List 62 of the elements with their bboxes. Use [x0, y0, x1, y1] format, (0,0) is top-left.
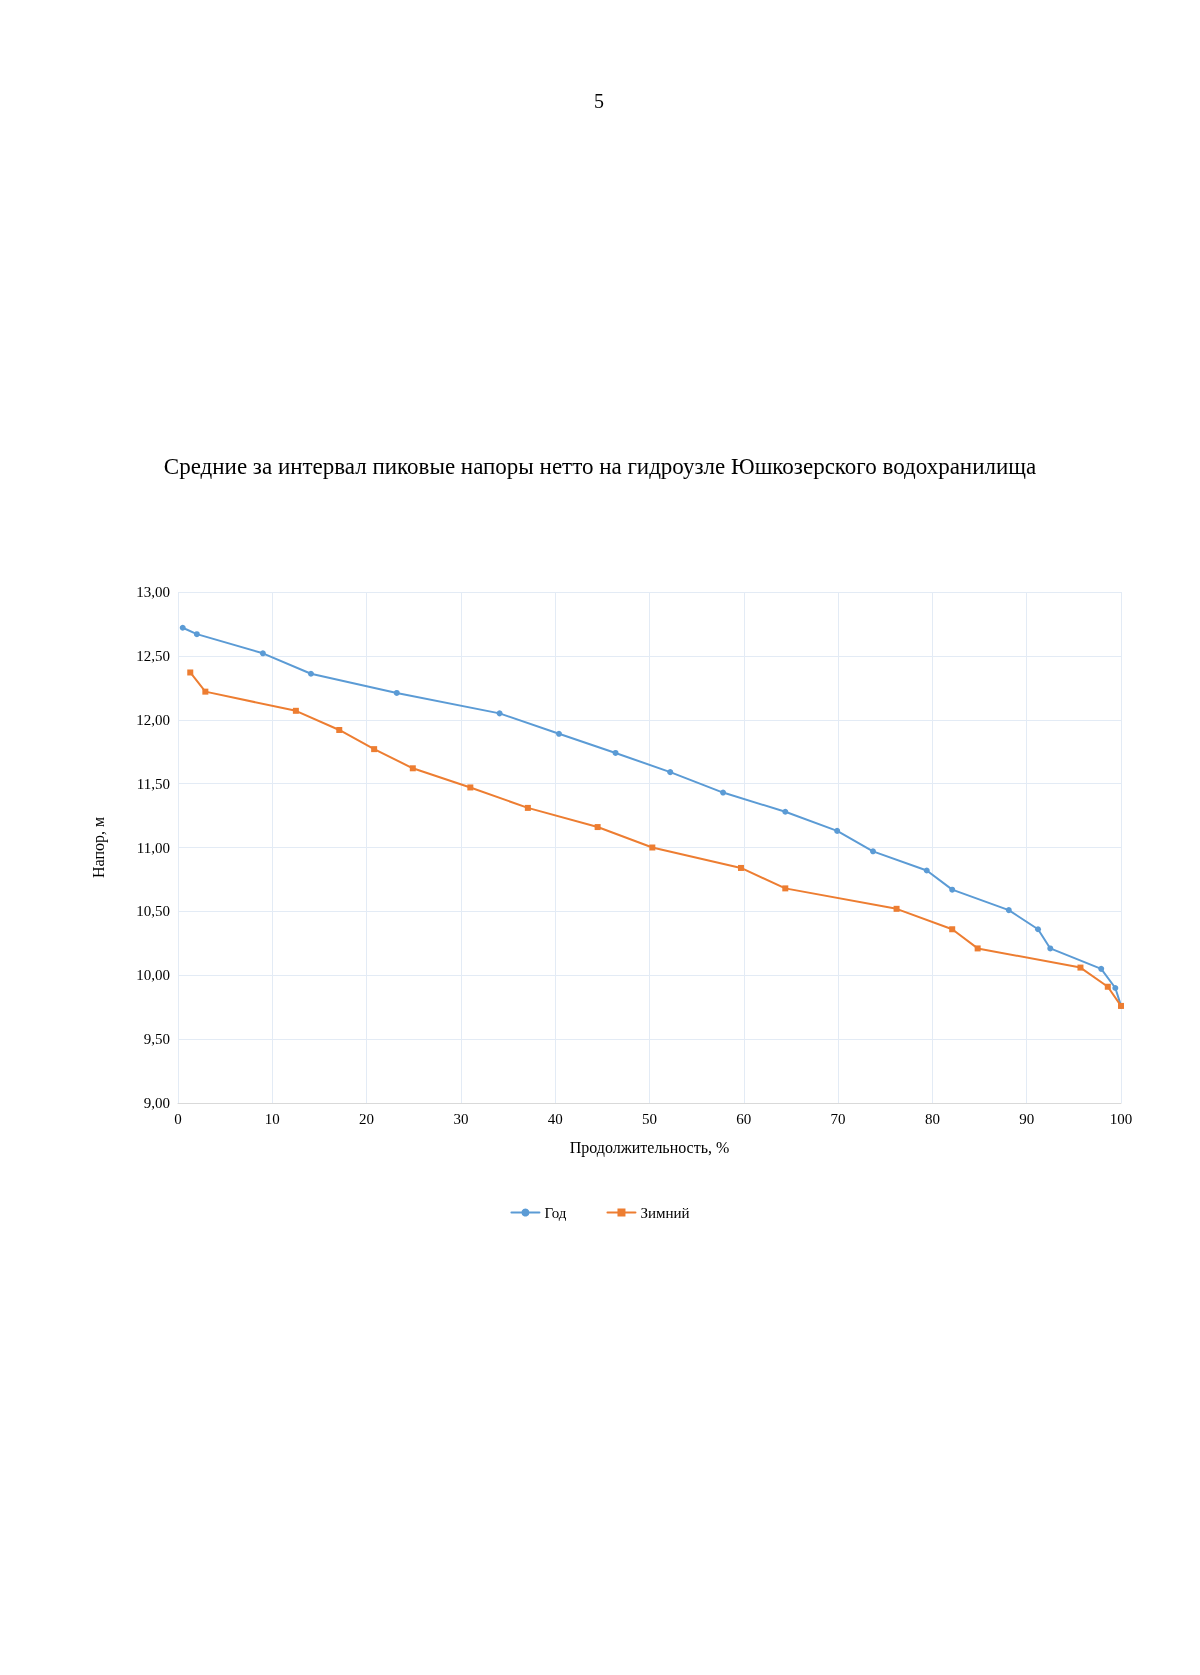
point — [555, 730, 562, 737]
point — [336, 726, 343, 733]
y-tick-label: 12,50 — [136, 647, 170, 664]
x-tick-label: 100 — [1109, 1110, 1133, 1127]
point — [737, 864, 744, 871]
point — [307, 670, 314, 677]
legend-label: Зимний — [640, 1204, 690, 1221]
point — [974, 945, 981, 952]
point — [292, 707, 299, 714]
point — [893, 905, 900, 912]
point — [1077, 964, 1084, 971]
x-tick-label: 70 — [830, 1110, 846, 1127]
point — [612, 749, 619, 756]
x-tick-label: 90 — [1019, 1110, 1035, 1127]
point — [179, 624, 186, 631]
y-tick-label: 11,00 — [136, 839, 170, 856]
point — [949, 926, 956, 933]
point — [467, 784, 474, 791]
y-tick-label: 12,00 — [136, 711, 170, 728]
y-tick-label: 13,00 — [136, 584, 170, 600]
point — [782, 885, 789, 892]
y-tick-label: 10,00 — [136, 967, 170, 984]
y-tick-label: 9,50 — [143, 1031, 170, 1048]
point — [667, 769, 674, 776]
x-tick-label: 10 — [264, 1110, 280, 1127]
point — [187, 669, 194, 676]
point — [1005, 907, 1012, 914]
point — [1047, 945, 1054, 952]
point — [1098, 965, 1105, 972]
x-tick-label: 80 — [924, 1110, 940, 1127]
y-tick-label: 10,50 — [136, 903, 170, 920]
point — [949, 886, 956, 893]
point — [259, 650, 266, 657]
legend-label: Год — [544, 1204, 567, 1221]
point — [193, 631, 200, 638]
point — [834, 827, 841, 834]
x-tick-label: 50 — [642, 1110, 657, 1127]
point — [594, 824, 601, 831]
x-tick-label: 30 — [453, 1110, 469, 1127]
chart-title: Средние за интервал пиковые напоры нетто на гидроузле Юшкозерского водохранилища — [163, 454, 1037, 479]
x-tick-label: 0 — [174, 1110, 182, 1127]
point — [371, 746, 378, 753]
point — [1112, 985, 1119, 992]
y-tick-label: 9,00 — [143, 1095, 170, 1111]
point — [870, 848, 876, 855]
x-tick-label: 20 — [359, 1110, 375, 1127]
point — [524, 804, 531, 811]
point — [202, 688, 209, 695]
point — [720, 789, 727, 796]
point — [393, 689, 400, 696]
x-tick-label: 60 — [736, 1110, 752, 1127]
point — [496, 710, 503, 717]
y-axis-title: Напор, м — [89, 816, 108, 879]
point — [409, 765, 416, 772]
x-axis-title: Продолжительность, % — [569, 1138, 730, 1157]
point — [649, 844, 656, 851]
point — [1035, 926, 1042, 933]
point — [1104, 983, 1111, 990]
point — [782, 808, 789, 815]
x-tick-label: 40 — [547, 1110, 563, 1127]
text: 5 — [594, 90, 604, 113]
y-tick-label: 11,50 — [136, 775, 170, 792]
